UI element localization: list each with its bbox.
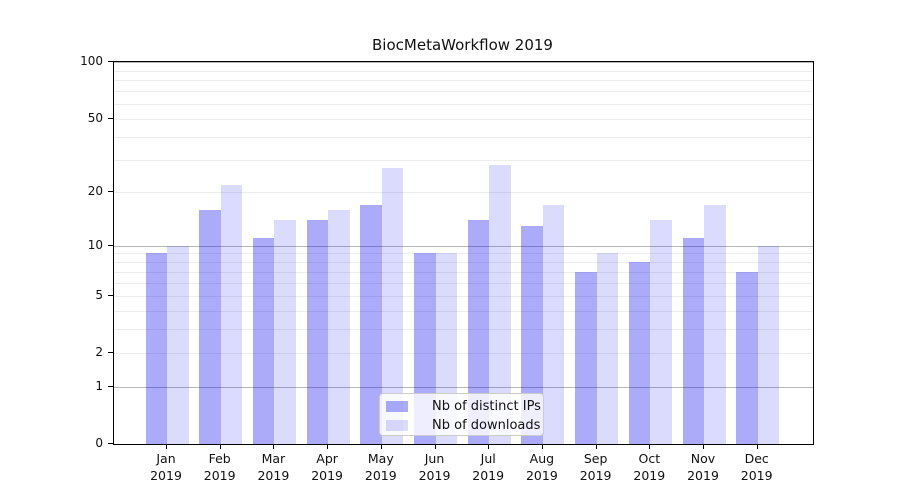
y-tick-label-5: 5 xyxy=(95,287,103,302)
gridline-minor-7 xyxy=(114,271,813,273)
bar-downloads-mar xyxy=(274,219,296,444)
legend-label-downloads: Nb of downloads xyxy=(432,417,541,433)
y-tick-20 xyxy=(108,191,113,192)
x-tick-label-apr: Apr 2019 xyxy=(311,451,343,483)
bar-downloads-jan xyxy=(167,245,189,444)
bar-downloads-feb xyxy=(220,184,243,444)
x-tick-jun xyxy=(434,444,436,449)
bar-downloads-sep xyxy=(596,253,619,444)
bar-distinct-ips-dec xyxy=(736,271,758,444)
x-tick-label-may: May 2019 xyxy=(364,451,397,483)
gridline-minor-3 xyxy=(114,329,813,331)
bar-distinct-ips-feb xyxy=(199,209,221,444)
legend-item-distinct-ips: Nb of distinct IPs xyxy=(386,398,541,414)
y-tick-label-2: 2 xyxy=(95,345,103,360)
legend-swatch-downloads xyxy=(386,419,408,431)
bar-distinct-ips-sep xyxy=(575,271,597,444)
x-tick-nov xyxy=(703,444,704,449)
bar-downloads-aug xyxy=(542,204,565,444)
bar-distinct-ips-aug xyxy=(521,225,543,444)
gridline-minor-70 xyxy=(114,91,813,93)
y-tick-10 xyxy=(108,244,113,246)
x-tick-apr xyxy=(327,444,329,449)
y-tick-label-10: 10 xyxy=(87,237,103,252)
x-tick-mar xyxy=(273,444,275,449)
x-tick-label-feb: Feb 2019 xyxy=(203,451,236,483)
x-tick-aug xyxy=(541,444,543,449)
gridline-minor-20 xyxy=(114,192,813,193)
y-tick-2 xyxy=(108,352,113,354)
x-tick-oct xyxy=(649,444,651,449)
gridline-minor-90 xyxy=(114,70,813,72)
bar-downloads-jul xyxy=(489,165,511,444)
x-tick-label-aug: Aug 2019 xyxy=(525,451,558,483)
legend: Nb of distinct IPs Nb of downloads xyxy=(379,393,544,436)
bar-downloads-dec xyxy=(757,245,780,444)
gridline-major-100 xyxy=(114,62,813,63)
y-tick-100 xyxy=(108,61,113,62)
legend-label-distinct-ips: Nb of distinct IPs xyxy=(432,398,541,414)
x-tick-sep xyxy=(595,444,597,449)
y-tick-label-0: 0 xyxy=(95,436,103,450)
gridline-minor-9 xyxy=(114,253,813,255)
bar-distinct-ips-oct xyxy=(628,262,651,444)
y-tick-label-20: 20 xyxy=(87,184,103,198)
x-tick-label-nov: Nov 2019 xyxy=(687,451,719,483)
gridline-minor-8 xyxy=(114,262,813,264)
x-tick-label-jul: Jul 2019 xyxy=(472,451,505,483)
gridline-minor-2 xyxy=(114,353,813,355)
bar-distinct-ips-nov xyxy=(682,238,704,444)
y-tick-50 xyxy=(108,117,113,119)
legend-item-downloads: Nb of downloads xyxy=(386,417,540,433)
y-tick-label-50: 50 xyxy=(87,110,103,125)
bar-downloads-may xyxy=(381,168,404,444)
x-tick-jan xyxy=(166,444,167,449)
x-tick-label-dec: Dec 2019 xyxy=(740,451,773,483)
y-tick-5 xyxy=(108,294,113,296)
gridline-minor-6 xyxy=(114,282,813,284)
x-tick-dec xyxy=(756,444,758,449)
y-tick-label-1: 1 xyxy=(95,378,103,393)
gridline-minor-4 xyxy=(114,310,813,312)
y-tick-0 xyxy=(108,443,113,444)
x-tick-label-oct: Oct 2019 xyxy=(633,451,666,483)
bar-downloads-nov xyxy=(704,204,726,444)
bar-distinct-ips-apr xyxy=(306,219,329,444)
gridline-minor-40 xyxy=(114,136,813,138)
y-tick-label-100: 100 xyxy=(80,54,103,68)
bar-downloads-oct xyxy=(650,219,672,444)
bar-distinct-ips-jan xyxy=(145,253,167,444)
x-tick-may xyxy=(380,444,382,449)
gridline-minor-30 xyxy=(114,159,813,161)
gridline-minor-80 xyxy=(114,80,813,82)
gridline-minor-60 xyxy=(114,103,813,105)
legend-swatch-distinct-ips xyxy=(386,400,408,412)
plot-area xyxy=(113,61,814,445)
gridline-major-10 xyxy=(114,245,813,247)
gridline-minor-5 xyxy=(114,295,813,297)
x-tick-feb xyxy=(219,444,221,449)
x-tick-label-jun: Jun 2019 xyxy=(418,451,451,483)
bar-distinct-ips-may xyxy=(360,204,382,444)
x-tick-jul xyxy=(488,444,490,449)
bar-downloads-apr xyxy=(328,209,350,444)
gridline-minor-50 xyxy=(114,118,813,120)
x-tick-label-jan: Jan 2019 xyxy=(150,451,182,483)
y-tick-1 xyxy=(108,385,113,387)
gridline-major-1 xyxy=(114,386,813,388)
x-tick-label-mar: Mar 2019 xyxy=(257,451,290,483)
bar-distinct-ips-mar xyxy=(252,238,275,444)
bar-distinct-ips-jul xyxy=(467,219,490,444)
x-tick-label-sep: Sep 2019 xyxy=(579,451,612,483)
chart-title: BiocMetaWorkflow 2019 xyxy=(372,36,553,54)
